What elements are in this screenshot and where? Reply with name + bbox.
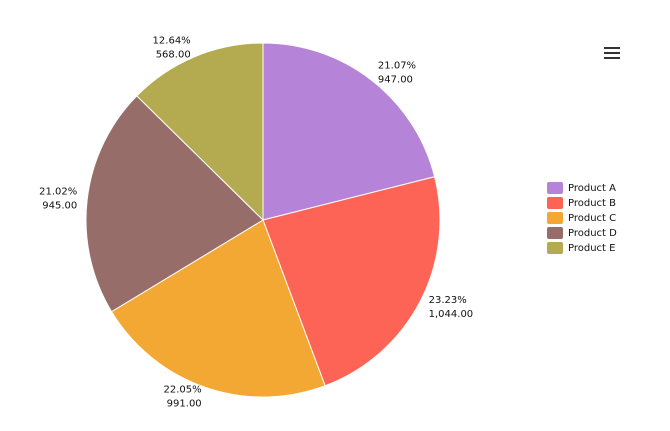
menu-button[interactable] <box>600 42 624 64</box>
legend-swatch[interactable] <box>547 197 563 209</box>
legend-label[interactable]: Product B <box>568 198 616 209</box>
menu-bar <box>604 57 620 59</box>
pie-slice <box>136 42 264 222</box>
value-label: 991.00 <box>167 399 202 410</box>
menu-bar <box>604 47 620 49</box>
percent-label: 21.02% <box>39 186 77 197</box>
pie-slice <box>262 42 436 221</box>
percent-label: 12.64% <box>153 36 191 47</box>
legend-label[interactable]: Product A <box>568 183 616 194</box>
legend-swatch[interactable] <box>547 212 563 224</box>
menu-bar <box>604 52 620 54</box>
value-label: 945.00 <box>42 200 77 211</box>
legend-swatch[interactable] <box>547 242 563 254</box>
legend-label[interactable]: Product C <box>568 213 616 224</box>
pie-slice <box>85 95 264 313</box>
percent-label: 22.05% <box>164 385 202 396</box>
percent-label: 23.23% <box>429 295 467 306</box>
value-label: 947.00 <box>378 74 413 85</box>
legend-label[interactable]: Product D <box>568 228 617 239</box>
legend-swatch[interactable] <box>547 227 563 239</box>
pie-slice <box>110 219 326 398</box>
legend-label[interactable]: Product E <box>568 243 615 254</box>
pie-slice <box>262 176 441 387</box>
value-label: 568.00 <box>156 50 191 61</box>
legend-swatch[interactable] <box>547 182 563 194</box>
percent-label: 21.07% <box>378 60 416 71</box>
value-label: 1,044.00 <box>429 309 474 320</box>
